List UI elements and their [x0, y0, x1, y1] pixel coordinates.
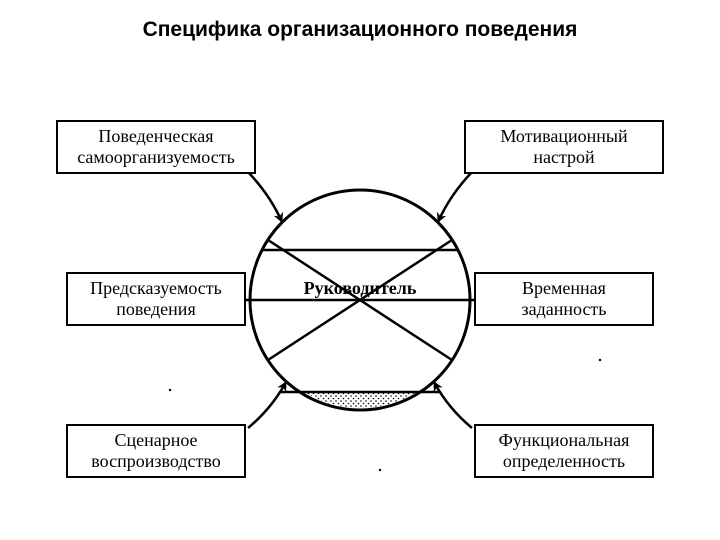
box-bot-left: Сценарное воспроизводство [66, 424, 246, 478]
box-line: воспроизводство [91, 451, 220, 472]
box-line: самоорганизуемость [77, 147, 235, 168]
box-line: Функциональная [499, 430, 630, 451]
box-line: Временная [522, 278, 606, 299]
box-top-right: Мотивационный настрой [464, 120, 664, 174]
page-title: Специфика организационного поведения [0, 18, 720, 42]
box-bot-right: Функциональная определенность [474, 424, 654, 478]
box-line: Предсказуемость [90, 278, 222, 299]
arrow-br [434, 382, 472, 428]
box-line: Поведенческая [98, 126, 213, 147]
center-label: Руководитель [300, 278, 420, 299]
box-line: определенность [503, 451, 625, 472]
box-line: Сценарное [114, 430, 197, 451]
box-line: настрой [533, 147, 594, 168]
box-mid-right: Временная заданность [474, 272, 654, 326]
box-top-left: Поведенческая самоорганизуемость [56, 120, 256, 174]
box-line: поведения [116, 299, 195, 320]
box-line: Мотивационный [500, 126, 627, 147]
arrow-tr [438, 172, 472, 222]
box-mid-left: Предсказуемость поведения [66, 272, 246, 326]
box-line: заданность [521, 299, 606, 320]
arrow-tl [248, 172, 282, 222]
arrow-bl [248, 382, 286, 428]
